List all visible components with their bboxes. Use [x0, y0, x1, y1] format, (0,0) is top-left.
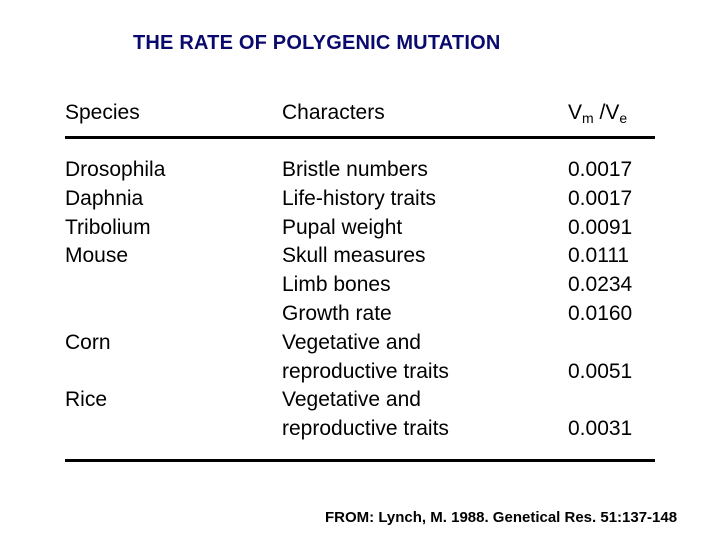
character-cell: reproductive traits [282, 359, 449, 383]
value-cell: 0.0017 [568, 158, 633, 181]
vm-ve-column-header: Vm /Ve [568, 101, 627, 126]
source-citation: FROM: Lynch, M. 1988. Genetical Res. 51:… [325, 509, 678, 526]
character-cell: Vegetative and [282, 330, 421, 354]
character-cell: Skull measures [282, 244, 426, 268]
vm-subscript: m [582, 110, 594, 126]
species-column-header: Species [65, 101, 140, 124]
character-cell: Bristle numbers [282, 158, 428, 181]
value-cell: 0.0234 [568, 273, 633, 297]
table-bottom-divider [65, 459, 655, 462]
species-cell [65, 358, 165, 387]
species-cell [65, 271, 165, 300]
value-cell: 0.0160 [568, 301, 633, 325]
characters-column-header: Characters [282, 101, 385, 124]
ve-symbol: /V [593, 101, 620, 124]
value-cell [568, 386, 632, 415]
species-cell [65, 415, 165, 444]
character-cell: Growth rate [282, 301, 392, 325]
species-cell: Daphnia [65, 186, 144, 210]
vm-symbol: V [568, 101, 583, 124]
species-cell: Corn [65, 330, 111, 354]
value-cell: 0.0051 [568, 359, 633, 383]
value-cell: 0.0031 [568, 417, 633, 441]
characters-column: Bristle numbers Life-history traits Pupa… [282, 156, 449, 444]
character-cell: reproductive traits [282, 417, 449, 441]
species-column: Drosophila Daphnia Tribolium Mouse Corn … [65, 156, 165, 444]
character-cell: Pupal weight [282, 215, 403, 239]
value-cell: 0.0091 [568, 215, 633, 239]
character-cell: Vegetative and [282, 388, 421, 412]
species-cell: Mouse [65, 244, 129, 268]
value-cell [568, 329, 632, 358]
character-cell: Limb bones [282, 273, 391, 297]
slide-title: THE RATE OF POLYGENIC MUTATION [133, 32, 501, 54]
header-divider [65, 136, 655, 139]
species-cell: Rice [65, 388, 108, 412]
species-cell: Drosophila [65, 158, 166, 181]
character-cell: Life-history traits [282, 186, 437, 210]
value-cell: 0.0017 [568, 186, 633, 210]
species-cell: Tribolium [65, 215, 151, 239]
value-cell: 0.0111 [568, 244, 630, 268]
vm-ve-values-column: 0.0017 0.0017 0.0091 0.0111 0.0234 0.016… [568, 156, 632, 444]
species-cell [65, 300, 165, 329]
ve-subscript: e [619, 110, 628, 126]
